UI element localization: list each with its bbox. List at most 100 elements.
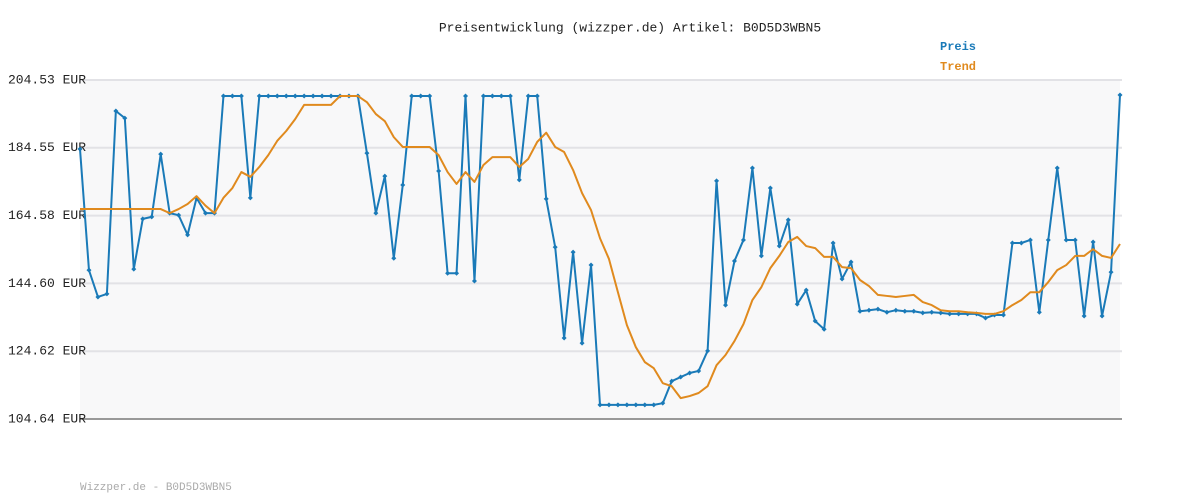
data-point xyxy=(418,93,424,99)
data-point xyxy=(301,93,307,99)
data-point xyxy=(830,240,836,246)
data-point xyxy=(292,93,298,99)
legend-label: Trend xyxy=(940,60,976,74)
data-point xyxy=(785,217,791,223)
footer: Wizzper.de - B0D5D3WBN5 xyxy=(80,482,232,494)
data-point xyxy=(158,151,164,157)
data-point xyxy=(758,253,764,259)
data-point xyxy=(364,150,370,156)
data-point xyxy=(445,270,451,276)
data-point xyxy=(848,259,854,265)
data-point xyxy=(1036,309,1042,315)
data-point xyxy=(140,216,146,222)
data-point xyxy=(400,182,406,188)
data-point xyxy=(1108,269,1114,275)
data-point xyxy=(947,311,953,317)
data-point xyxy=(570,249,576,255)
data-point xyxy=(597,402,603,408)
data-point xyxy=(714,178,720,184)
data-point xyxy=(77,146,83,152)
y-tick-label: 124.62 EUR xyxy=(8,344,86,359)
data-point xyxy=(283,93,289,99)
data-point xyxy=(489,93,495,99)
data-point xyxy=(920,310,926,316)
data-point xyxy=(956,311,962,317)
data-point xyxy=(776,243,782,249)
data-point xyxy=(247,195,253,201)
data-point xyxy=(615,402,621,408)
data-point xyxy=(902,308,908,314)
data-point xyxy=(606,402,612,408)
data-point xyxy=(274,93,280,99)
data-point xyxy=(86,267,92,273)
data-point xyxy=(821,326,827,332)
data-point xyxy=(1045,237,1051,243)
data-point xyxy=(229,93,235,99)
data-point xyxy=(525,93,531,99)
data-point xyxy=(812,318,818,324)
y-tick-label: 104.64 EUR xyxy=(8,411,86,426)
data-point xyxy=(839,276,845,282)
data-point xyxy=(624,402,630,408)
data-point xyxy=(651,402,657,408)
data-point xyxy=(803,287,809,293)
y-tick-label: 164.58 EUR xyxy=(8,208,86,223)
data-point xyxy=(660,400,666,406)
data-point xyxy=(113,108,119,114)
data-point xyxy=(238,93,244,99)
data-point xyxy=(1099,313,1105,319)
data-point xyxy=(95,294,101,300)
data-point xyxy=(480,93,486,99)
data-point xyxy=(633,402,639,408)
data-point xyxy=(1000,312,1006,318)
data-point xyxy=(705,348,711,354)
data-point xyxy=(678,374,684,380)
data-point xyxy=(687,370,693,376)
data-point xyxy=(669,378,675,384)
data-point xyxy=(767,185,773,191)
data-point xyxy=(875,306,881,312)
data-point xyxy=(579,340,585,346)
data-point xyxy=(543,196,549,202)
plot-area xyxy=(80,80,1120,419)
chart-title: Preisentwicklung (wizzper.de) Artikel: B… xyxy=(439,20,821,35)
data-point xyxy=(319,93,325,99)
data-point xyxy=(328,93,334,99)
data-point xyxy=(588,262,594,268)
data-point xyxy=(516,177,522,183)
data-point xyxy=(498,93,504,99)
data-point xyxy=(220,93,226,99)
data-point xyxy=(866,307,872,313)
data-point xyxy=(122,115,128,121)
data-point xyxy=(409,93,415,99)
data-point xyxy=(1009,240,1015,246)
data-point xyxy=(1081,313,1087,319)
data-point xyxy=(749,165,755,171)
data-point xyxy=(723,302,729,308)
data-point xyxy=(203,210,209,216)
y-tick-label: 144.60 EUR xyxy=(8,276,86,291)
data-point xyxy=(1063,237,1069,243)
data-point xyxy=(463,93,469,99)
data-point xyxy=(131,266,137,272)
data-point xyxy=(731,258,737,264)
data-point xyxy=(471,278,477,284)
y-tick-label: 184.55 EUR xyxy=(8,140,86,155)
data-point xyxy=(642,402,648,408)
data-point xyxy=(1090,239,1096,245)
data-point xyxy=(983,315,989,321)
data-point xyxy=(373,210,379,216)
data-point xyxy=(534,93,540,99)
data-point xyxy=(507,93,513,99)
data-point xyxy=(1018,240,1024,246)
data-point xyxy=(857,308,863,314)
data-point xyxy=(1027,237,1033,243)
data-point xyxy=(561,335,567,341)
data-point xyxy=(1072,237,1078,243)
data-point xyxy=(256,93,262,99)
data-point xyxy=(382,173,388,179)
data-point xyxy=(427,93,433,99)
data-point xyxy=(740,237,746,243)
data-point xyxy=(185,232,191,238)
